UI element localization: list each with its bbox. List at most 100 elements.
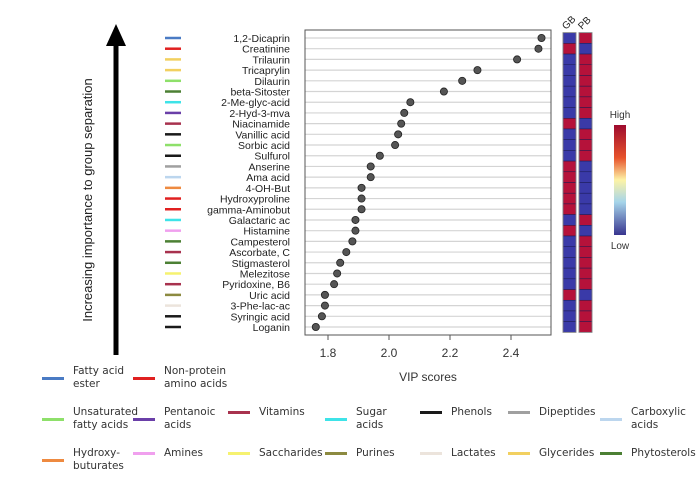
- metabolite-label: Dilaurin: [254, 76, 290, 88]
- vip-point: [534, 44, 543, 53]
- vip-point: [351, 226, 360, 235]
- heatmap-cell-gb: [562, 310, 577, 322]
- x-tick-label: 2.2: [442, 346, 459, 360]
- vip-point: [311, 322, 320, 331]
- heatmap-cell-gb: [562, 289, 577, 301]
- colorbar: [614, 125, 626, 235]
- vip-point: [400, 108, 409, 117]
- heatmap-cell-pb: [578, 75, 593, 87]
- metabolite-label: Hydroxyproline: [220, 194, 290, 206]
- heatmap-cell-gb: [562, 118, 577, 130]
- colorbar-high-label: High: [610, 110, 631, 121]
- heatmap-cell-pb: [578, 225, 593, 237]
- heatmap-cell-pb: [578, 278, 593, 290]
- heatmap-cell-gb: [562, 192, 577, 205]
- x-axis-label: VIP scores: [399, 370, 457, 384]
- heatmap-cell-pb: [578, 32, 593, 44]
- heatmap-cell-pb: [578, 321, 593, 333]
- heatmap-cell-pb: [578, 43, 593, 55]
- metabolite-label: Ama acid: [246, 172, 290, 184]
- vip-point: [366, 162, 375, 171]
- heatmap-cell-pb: [578, 203, 593, 215]
- heatmap-cell-gb: [562, 299, 577, 312]
- heatmap-cell-gb: [562, 85, 577, 98]
- vip-point: [351, 215, 360, 224]
- heatmap-cell-gb: [562, 43, 577, 55]
- vip-point: [537, 34, 546, 43]
- heatmap-cell-pb: [578, 182, 593, 194]
- plot-frame: [304, 29, 552, 336]
- vip-point: [342, 248, 351, 257]
- heatmap-cell-gb: [562, 246, 577, 258]
- vip-point: [330, 280, 339, 289]
- vip-point: [458, 76, 467, 85]
- heatmap-cell-gb: [562, 278, 577, 290]
- heatmap-cell-pb: [578, 160, 593, 173]
- vip-point: [513, 55, 522, 64]
- vip-point: [333, 269, 342, 278]
- x-tick-label: 1.8: [320, 346, 337, 360]
- heatmap-cell-pb: [578, 128, 593, 140]
- vip-point: [391, 141, 400, 150]
- heatmap-cell-gb: [562, 160, 577, 173]
- metabolite-label: Campesterol: [230, 236, 290, 248]
- vip-point: [320, 290, 329, 299]
- heatmap-cell-pb: [578, 267, 593, 280]
- heatmap-cell-gb: [562, 107, 577, 119]
- heatmap-cell-pb: [578, 107, 593, 119]
- metabolite-label: Niacinamide: [232, 119, 290, 131]
- heatmap-cell-pb: [578, 235, 593, 247]
- heatmap-cell-pb: [578, 150, 593, 162]
- heatmap-cell-gb: [562, 139, 577, 151]
- heatmap-cell-pb: [578, 214, 593, 226]
- heatmap-cell-gb: [562, 53, 577, 66]
- heatmap-cell-pb: [578, 96, 593, 108]
- heatmap-cell-pb: [578, 289, 593, 301]
- metabolite-label: Galactaric ac: [229, 215, 290, 227]
- vip-point: [394, 130, 403, 139]
- metabolite-label: Sorbic acid: [238, 140, 290, 152]
- metabolite-label: 3-Phe-lac-ac: [230, 301, 290, 313]
- heatmap-cell-pb: [578, 118, 593, 130]
- metabolite-label: Tricaprylin: [242, 65, 290, 77]
- metabolite-label: Histamine: [243, 226, 290, 238]
- metabolite-label: Melezitose: [240, 268, 290, 280]
- heatmap-cell-gb: [562, 150, 577, 162]
- colorbar-low-label: Low: [611, 241, 630, 252]
- heatmap-cell-gb: [562, 214, 577, 226]
- vip-point: [439, 87, 448, 96]
- heatmap-cell-gb: [562, 235, 577, 247]
- heatmap-cell-gb: [562, 203, 577, 215]
- vip-point: [406, 98, 415, 107]
- metabolite-label: Pyridoxine, B6: [222, 279, 290, 291]
- heatmap-cell-gb: [562, 182, 577, 194]
- vip-point: [320, 301, 329, 310]
- heatmap-column-label: GB: [560, 14, 578, 32]
- heatmap-cell-pb: [578, 192, 593, 205]
- heatmap-cell-gb: [562, 267, 577, 280]
- x-tick-label: 2.0: [381, 346, 398, 360]
- metabolite-label: Trilaurin: [252, 54, 290, 66]
- metabolite-label: Stigmasterol: [232, 258, 290, 270]
- vip-point: [317, 312, 326, 321]
- vip-point: [397, 119, 406, 128]
- vip-point: [357, 183, 366, 192]
- metabolite-label: Loganin: [253, 322, 291, 334]
- heatmap-cell-gb: [562, 75, 577, 87]
- vip-point: [375, 151, 384, 160]
- vip-point: [473, 66, 482, 75]
- x-tick-label: 2.4: [503, 346, 520, 360]
- y-axis-label: Increasing importance to group separatio…: [80, 78, 95, 322]
- vip-point: [357, 194, 366, 203]
- metabolite-label: beta-Sitoster: [230, 87, 290, 99]
- heatmap-cell-pb: [578, 310, 593, 322]
- vip-point: [348, 237, 357, 246]
- vip-point: [366, 173, 375, 182]
- metabolite-label: Anserine: [249, 161, 291, 173]
- arrow-up-icon: [106, 24, 126, 46]
- heatmap-column-gb: [562, 32, 577, 333]
- metabolite-label: 1,2-Dicaprin: [233, 33, 290, 45]
- heatmap-cell-gb: [562, 321, 577, 333]
- heatmap-column-label: PB: [576, 15, 593, 32]
